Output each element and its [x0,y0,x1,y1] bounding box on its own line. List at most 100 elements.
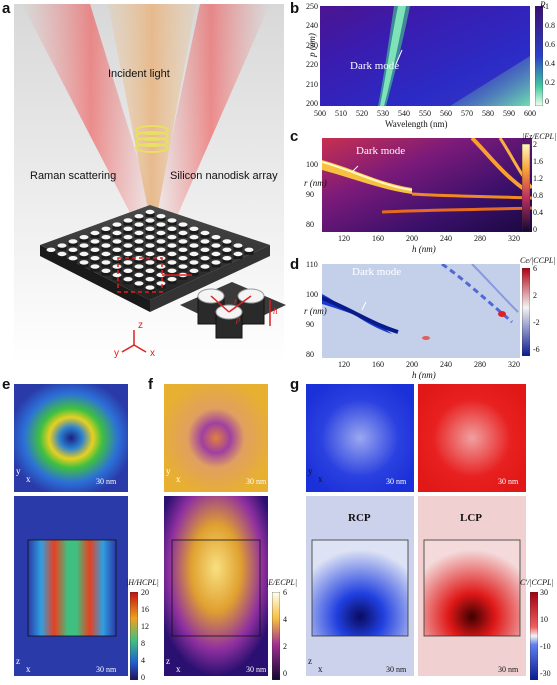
panel-f-field-maps [164,384,268,676]
nanodisk-side [167,279,177,285]
panel-g-axis-x-top: x [318,474,323,484]
panel-c-xlabel: h (nm) [412,244,436,254]
nanodisk-top [79,235,89,240]
panel-b-colorbar-tick: 0.8 [545,21,555,30]
nanodisk-side [244,249,254,255]
nanodisk-side [79,245,89,251]
raman-scattering-label: Raman scattering [30,170,117,182]
nanodisk-top [222,256,232,261]
nanodisk-side [112,241,122,247]
panel-c-colorbar-tick: 0.8 [533,191,543,200]
panel-f-colorbar-title: |E/ECPL| [266,578,298,587]
nanodisk-top [211,251,221,257]
nanodisk-side [101,245,111,251]
nanodisk-top [101,235,111,240]
nanodisk-side [178,241,188,247]
nanodisk-side [156,258,166,264]
panel-b-xlabel: Wavelength (nm) [385,119,448,129]
nanodisk-top [189,268,199,273]
nanodisk-side [134,241,144,247]
nanodisk-top [222,247,232,252]
nanodisk-top [123,235,133,240]
panel-g-scale-4: 30 nm [498,665,519,674]
nanodisk-side [134,249,144,255]
nanodisk-side [167,220,177,226]
panel-label-c: c [290,128,299,145]
nanodisk-top [134,264,144,269]
nanodisk-side [134,224,144,230]
panel-e-colorbar-tick: 20 [141,588,149,597]
nanodisk-top [90,239,100,244]
nanodisk-top [68,247,78,252]
nanodisk-side [167,262,177,268]
panel-g-scale-2: 30 nm [498,477,519,486]
nanodisk-side [211,254,221,259]
nanodisk-side [222,249,232,255]
nanodisk-side [57,254,67,259]
nanodisk-side [90,233,100,238]
nanodisk-top [167,260,177,265]
nanodisk-side [167,228,177,234]
nanodisk-top [112,230,122,236]
nanodisk-side [145,245,155,251]
nanodisk-side [200,233,210,238]
nanodisk-top [156,264,166,269]
nanodisk-top [200,264,210,269]
nanodisk-side [167,254,177,259]
panel-d-ytick: 110 [306,260,318,269]
panel-b-ytick: 200 [306,99,318,108]
nanodisk-side [178,249,188,255]
nanodisk-top [57,243,67,248]
panel-f-axis-x-bottom: x [176,664,181,674]
nanodisk-side [145,270,155,276]
panel-b-annotation: Dark mode [350,60,400,72]
nanodisk-top [123,226,133,231]
nanodisk-top [156,230,166,236]
nanodisk-side [68,241,78,247]
nanodisk-top [145,235,155,240]
panel-g-scale-1: 30 nm [386,477,407,486]
nanodisk-side [145,287,155,293]
nanodisk-side [178,224,188,230]
nanodisk-top [145,209,155,215]
array-label: Silicon nanodisk array [170,170,278,182]
panel-f-axis-z: z [166,656,170,666]
panel-g-axis-z: z [308,656,312,666]
nanodisk-top [145,268,155,273]
nanodisk-top [222,239,232,244]
lcp-label: LCP [460,512,482,524]
panel-d-colorbar-tick: -2 [533,318,540,327]
panel-f-axis-x-top: x [176,474,181,484]
nanodisk-side [123,270,133,276]
nanodisk-side [79,262,89,268]
nanodisk-top [233,243,243,248]
nanodisk-top [90,256,100,261]
panel-g-colorbar-tick: 30 [540,588,548,597]
nanodisk-top [145,218,155,223]
nanodisk-side [112,224,122,230]
nanodisk-top [90,264,100,269]
nanodisk-top [79,260,89,265]
panel-b-xtick: 500 [314,109,326,118]
panel-g-colorbar-tick: -30 [540,669,551,678]
panel-b-colorbar-tick: 0.6 [545,40,555,49]
nanodisk-side [101,262,111,268]
nanodisk-side [101,237,111,243]
panel-e-axis-x-top: x [26,474,31,484]
nanodisk-top [112,272,122,278]
panel-e-axis-z: z [16,656,20,666]
nanodisk-side [145,279,155,285]
nanodisk-top [178,256,188,261]
panel-d-xtick: 200 [406,360,418,369]
axis-y-label: y [114,348,119,359]
nanodisk-side [156,266,166,272]
nanodisk-top [145,251,155,257]
panel-a-illustration [14,4,286,364]
nanodisk-side [90,249,100,255]
nanodisk-top [123,243,133,248]
rcp-label: RCP [348,512,371,524]
panel-d-ylabel: r (nm) [304,306,327,316]
panel-e-axis-x-bottom: x [26,664,31,674]
nanodisk-top [90,247,100,252]
nanodisk-side [222,241,232,247]
